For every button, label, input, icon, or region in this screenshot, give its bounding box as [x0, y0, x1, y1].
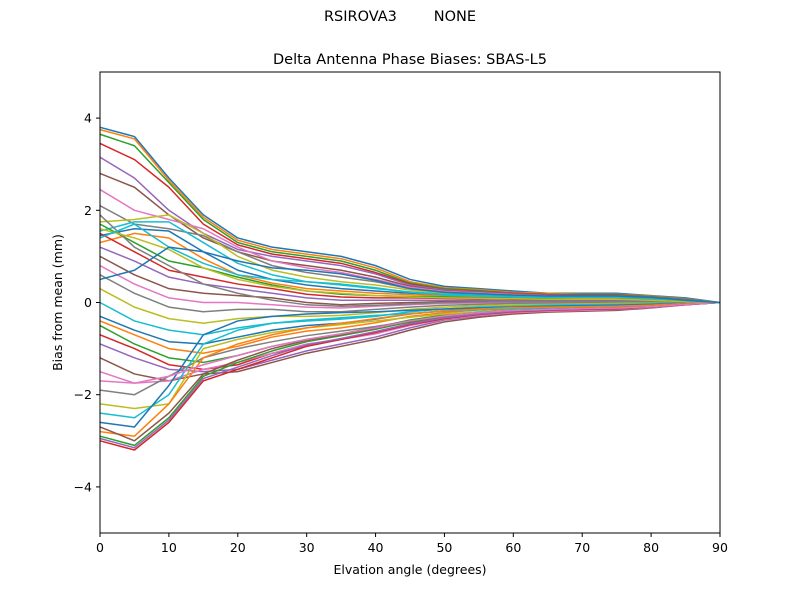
antenna-name: NONE — [433, 9, 477, 25]
x-tick-label: 40 — [368, 540, 384, 555]
series-line-5 — [99, 156, 721, 304]
y-axis: −4 −2 0 2 4 — [74, 111, 100, 494]
series-line-19 — [99, 288, 720, 324]
series-line-40 — [99, 223, 721, 304]
y-tick-label: −4 — [74, 479, 92, 494]
series-line-38 — [99, 214, 721, 307]
x-tick-label: 10 — [161, 540, 177, 555]
station-name: RSIROVA3 — [323, 9, 397, 25]
series-line-39 — [99, 228, 721, 304]
series-line-18 — [99, 274, 720, 313]
x-axis: 0 10 20 30 40 50 60 70 80 90 — [96, 533, 728, 555]
y-tick-label: 4 — [84, 111, 92, 126]
x-tick-label: 20 — [230, 540, 246, 555]
series-layer — [99, 126, 721, 451]
series-line-1 — [99, 126, 721, 304]
x-tick-label: 30 — [299, 540, 315, 555]
figure-suptitle: RSIROVA3 NONE — [0, 9, 800, 25]
series-line-2 — [99, 128, 721, 304]
x-tick-label: 70 — [574, 540, 590, 555]
series-line-3 — [99, 133, 721, 304]
x-tick-label: 60 — [505, 540, 521, 555]
chart-title: Delta Antenna Phase Biases: SBAS-L5 — [273, 52, 547, 68]
x-axis-label: Elvation angle (degrees) — [333, 562, 486, 577]
y-tick-label: 0 — [84, 295, 92, 310]
y-axis-label: Bias from mean (mm) — [50, 234, 65, 371]
series-line-37 — [99, 301, 721, 384]
x-tick-label: 50 — [436, 540, 452, 555]
series-line-41 — [99, 246, 721, 304]
series-line-32 — [99, 301, 721, 437]
y-tick-label: 2 — [84, 203, 92, 218]
x-tick-label: 90 — [712, 540, 728, 555]
x-tick-label: 80 — [643, 540, 659, 555]
y-tick-label: −2 — [74, 387, 92, 402]
series-line-35 — [99, 301, 721, 449]
x-tick-label: 0 — [96, 540, 104, 555]
